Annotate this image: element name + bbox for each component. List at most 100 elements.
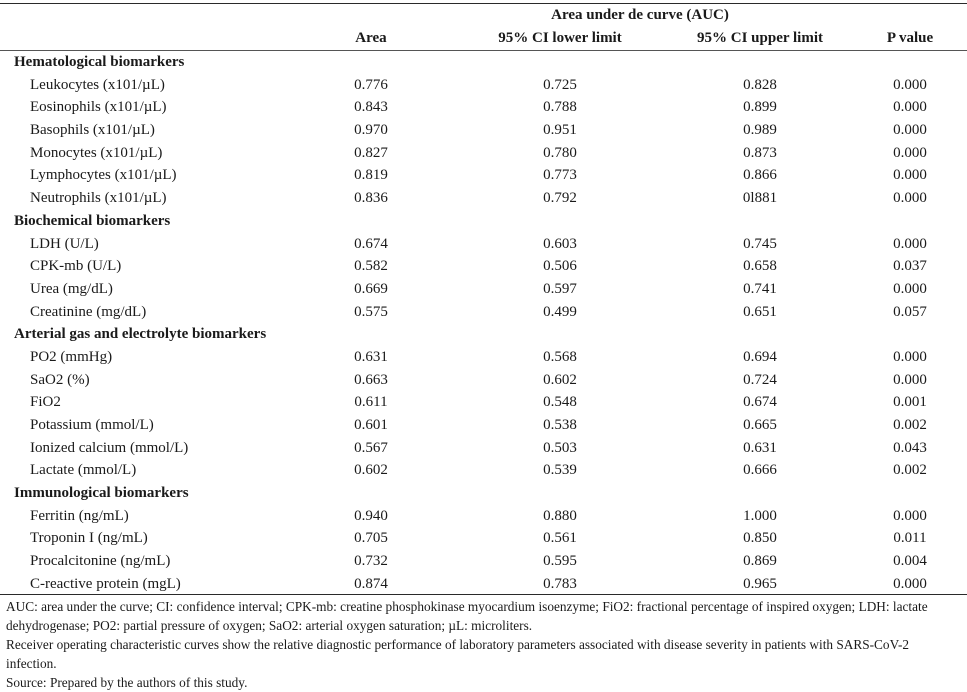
cell-p-value: 0.000 bbox=[893, 144, 927, 161]
table-row: FiO2 0.611 0.548 0.674 0.001 bbox=[0, 390, 967, 413]
cell-ci-lower: 0.788 bbox=[543, 99, 577, 116]
group-header: Biochemical biomarkers bbox=[0, 209, 967, 232]
cell-p-value: 0.011 bbox=[893, 530, 927, 547]
table-top-rule bbox=[0, 3, 967, 4]
table-bottom-rule bbox=[0, 594, 967, 595]
table-body: Hematological biomarkers Leukocytes (x101… bbox=[0, 50, 967, 595]
cell-p-value: 0.037 bbox=[893, 258, 927, 275]
cell-ci-upper: 0.828 bbox=[743, 76, 777, 93]
footnote-source: Source: Prepared by the authors of this … bbox=[6, 675, 248, 690]
group-title: Immunological biomarkers bbox=[14, 485, 189, 502]
row-label: Ferritin (ng/mL) bbox=[30, 507, 129, 524]
cell-ci-upper: 1.000 bbox=[743, 507, 777, 524]
group-header: Hematological biomarkers bbox=[0, 50, 967, 73]
cell-p-value: 0.000 bbox=[893, 190, 927, 207]
cell-ci-lower: 0.725 bbox=[543, 76, 577, 93]
column-header-area: Area bbox=[355, 30, 387, 46]
cell-ci-upper: 0.899 bbox=[743, 99, 777, 116]
cell-ci-lower: 0.951 bbox=[543, 122, 577, 139]
cell-p-value: 0.000 bbox=[893, 348, 927, 365]
cell-p-value: 0.002 bbox=[893, 462, 927, 479]
row-label: Creatinine (mg/dL) bbox=[30, 303, 147, 320]
cell-area: 0.836 bbox=[354, 190, 388, 207]
cell-ci-lower: 0.539 bbox=[543, 462, 577, 479]
footnotes: AUC: area under the curve; CI: confidenc… bbox=[6, 597, 961, 692]
cell-ci-upper: 0.989 bbox=[743, 122, 777, 139]
cell-area: 0.567 bbox=[354, 439, 388, 456]
table-row: Ferritin (ng/mL) 0.940 0.880 1.000 0.000 bbox=[0, 504, 967, 527]
row-label: Procalcitonine (ng/mL) bbox=[30, 553, 171, 570]
cell-ci-lower: 0.783 bbox=[543, 575, 577, 592]
row-label: PO2 (mmHg) bbox=[30, 348, 113, 365]
group-title: Biochemical biomarkers bbox=[14, 212, 171, 229]
cell-ci-upper: 0.665 bbox=[743, 417, 777, 433]
cell-ci-lower: 0.773 bbox=[543, 167, 577, 184]
cell-area: 0.611 bbox=[354, 394, 388, 411]
row-label: Basophils (x101/µL) bbox=[30, 122, 155, 139]
cell-p-value: 0.000 bbox=[893, 280, 927, 297]
cell-area: 0.663 bbox=[354, 371, 388, 388]
table-row: Lymphocytes (x101/µL) 0.819 0.773 0.866 0.00… bbox=[0, 163, 967, 186]
cell-area: 0.669 bbox=[354, 280, 388, 297]
cell-p-value: 0.000 bbox=[893, 122, 927, 139]
column-header-ci-upper: 95% CI upper limit bbox=[697, 30, 823, 46]
cell-p-value: 0.000 bbox=[893, 507, 927, 524]
cell-p-value: 0.043 bbox=[893, 439, 927, 456]
cell-ci-upper: 0.651 bbox=[743, 303, 777, 320]
header-rule bbox=[0, 50, 967, 51]
row-label: C-reactive protein (mgL) bbox=[30, 575, 181, 592]
cell-ci-upper: 0.745 bbox=[743, 235, 777, 252]
table-row: Monocytes (x101/µL) 0.827 0.780 0.873 0.000 bbox=[0, 141, 967, 164]
row-label: SaO2 (%) bbox=[30, 371, 90, 388]
cell-area: 0.819 bbox=[354, 167, 388, 184]
cell-ci-upper: 0.631 bbox=[743, 439, 777, 456]
row-label: Troponin I (ng/mL) bbox=[30, 530, 148, 547]
cell-area: 0.674 bbox=[354, 235, 388, 252]
cell-ci-upper: 0.965 bbox=[743, 575, 777, 592]
cell-ci-upper: 0l881 bbox=[742, 190, 778, 207]
cell-area: 0.601 bbox=[354, 417, 388, 433]
cell-area: 0.874 bbox=[354, 575, 388, 592]
row-label: CPK-mb (U/L) bbox=[30, 258, 122, 275]
cell-p-value: 0.000 bbox=[893, 167, 927, 184]
cell-area: 0.732 bbox=[354, 553, 388, 570]
table-row: Troponin I (ng/mL) 0.705 0.561 0.850 0.011 bbox=[0, 526, 967, 549]
row-label: Eosinophils (x101/µL) bbox=[30, 99, 167, 116]
cell-ci-lower: 0.499 bbox=[543, 303, 577, 320]
cell-ci-lower: 0.561 bbox=[543, 530, 577, 547]
table-row: Potassium (mmol/L) 0.601 0.538 0.665 0.002 bbox=[0, 413, 967, 436]
row-label: Potassium (mmol/L) bbox=[30, 417, 154, 433]
table-row: Basophils (x101/µL) 0.970 0.951 0.989 0.000 bbox=[0, 118, 967, 141]
table-row: SaO2 (%) 0.663 0.602 0.724 0.000 bbox=[0, 368, 967, 391]
cell-ci-lower: 0.880 bbox=[543, 507, 577, 524]
cell-p-value: 0.000 bbox=[893, 76, 927, 93]
cell-ci-upper: 0.869 bbox=[743, 553, 777, 570]
cell-ci-lower: 0.503 bbox=[543, 439, 577, 456]
table-row: CPK-mb (U/L) 0.582 0.506 0.658 0.037 bbox=[0, 254, 967, 277]
row-label: Monocytes (x101/µL) bbox=[30, 144, 163, 161]
cell-p-value: 0.000 bbox=[893, 235, 927, 252]
table-row: Eosinophils (x101/µL) 0.843 0.788 0.899 0.00… bbox=[0, 95, 967, 118]
cell-ci-lower: 0.506 bbox=[543, 258, 577, 275]
column-header-p-value: P value bbox=[886, 30, 934, 46]
cell-area: 0.602 bbox=[354, 462, 388, 479]
group-header: Immunological biomarkers bbox=[0, 481, 967, 504]
cell-p-value: 0.000 bbox=[893, 371, 927, 388]
row-label: Ionized calcium (mmol/L) bbox=[30, 439, 189, 456]
cell-ci-upper: 0.674 bbox=[743, 394, 777, 411]
cell-ci-lower: 0.780 bbox=[543, 144, 577, 161]
cell-area: 0.827 bbox=[354, 144, 388, 161]
row-label: Lactate (mmol/L) bbox=[30, 462, 137, 479]
row-label: Urea (mg/dL) bbox=[30, 280, 113, 297]
cell-area: 0.843 bbox=[354, 99, 388, 116]
cell-ci-lower: 0.548 bbox=[543, 394, 577, 411]
table-row: PO2 (mmHg) 0.631 0.568 0.694 0.000 bbox=[0, 345, 967, 368]
cell-ci-lower: 0.568 bbox=[543, 348, 577, 365]
cell-p-value: 0.000 bbox=[893, 575, 927, 592]
group-header: Arterial gas and electrolyte biomarkers bbox=[0, 322, 967, 345]
cell-p-value: 0.004 bbox=[893, 553, 927, 570]
cell-p-value: 0.000 bbox=[893, 99, 927, 116]
group-title: Arterial gas and electrolyte biomarkers bbox=[14, 326, 267, 343]
cell-ci-lower: 0.792 bbox=[543, 190, 577, 207]
cell-ci-lower: 0.595 bbox=[543, 553, 577, 570]
